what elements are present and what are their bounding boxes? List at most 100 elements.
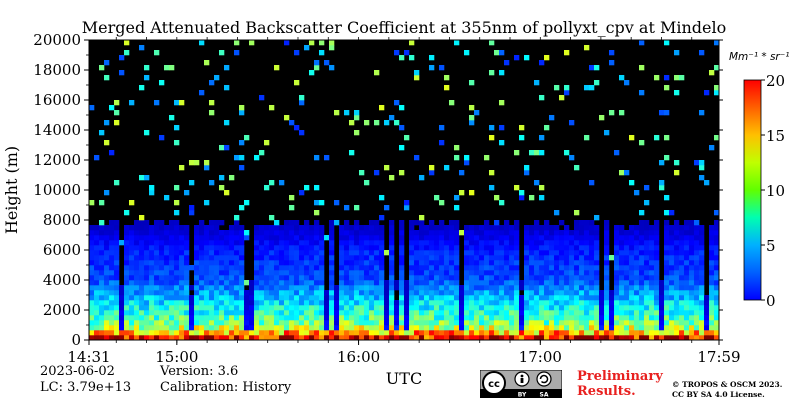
heatmap-cell	[554, 310, 560, 316]
heatmap-cell	[409, 315, 415, 321]
cc-license-badge[interactable]: cc BY SA	[480, 370, 562, 398]
heatmap-cell	[279, 240, 285, 246]
heatmap-cell	[359, 285, 365, 291]
heatmap-cell	[629, 335, 635, 340]
heatmap-cell	[469, 310, 475, 316]
heatmap-cell	[564, 245, 570, 251]
heatmap-cell	[284, 305, 290, 311]
heatmap-cell	[149, 330, 155, 336]
heatmap-cell	[544, 300, 550, 306]
heatmap-cell	[529, 275, 535, 281]
heatmap-cell	[144, 335, 150, 340]
heatmap-cell	[694, 250, 700, 256]
heatmap-cell	[234, 275, 240, 281]
heatmap-cell	[309, 235, 315, 241]
heatmap-cell	[294, 260, 300, 266]
heatmap-cell	[354, 110, 360, 116]
heatmap-cell	[239, 205, 245, 211]
heatmap-cell	[499, 100, 505, 106]
heatmap-cell	[689, 315, 695, 321]
y-tick-label: 18000	[33, 61, 81, 79]
heatmap-cell	[529, 260, 535, 266]
heatmap-cell	[589, 310, 595, 316]
heatmap-cell	[109, 320, 115, 326]
heatmap-cell	[354, 335, 360, 340]
heatmap-cell	[329, 305, 335, 311]
footer-date: 2023-06-02	[40, 364, 115, 379]
heatmap-cell	[399, 105, 405, 111]
heatmap-cell	[474, 240, 480, 246]
heatmap-cell	[259, 250, 265, 256]
heatmap-cell	[269, 105, 275, 111]
heatmap-cell	[354, 130, 360, 136]
heatmap-cell	[319, 320, 325, 326]
heatmap-cell	[584, 325, 590, 331]
heatmap-cell	[419, 295, 425, 301]
heatmap-cell	[399, 260, 405, 266]
heatmap-cell	[304, 185, 310, 191]
heatmap-cell	[434, 330, 440, 336]
heatmap-cell	[454, 195, 460, 201]
heatmap-cell	[674, 310, 680, 316]
heatmap-cell	[679, 285, 685, 291]
heatmap-cell	[249, 330, 255, 336]
heatmap-cell	[469, 120, 475, 126]
heatmap-cell	[429, 315, 435, 321]
heatmap-cell	[249, 310, 255, 316]
heatmap-cell	[199, 290, 205, 296]
heatmap-cell	[514, 150, 520, 156]
heatmap-cell	[244, 280, 250, 286]
heatmap-cell	[604, 285, 610, 291]
heatmap-cell	[274, 295, 280, 301]
heatmap-cell	[584, 315, 590, 321]
heatmap-cell	[184, 320, 190, 326]
heatmap-cell	[429, 230, 435, 236]
heatmap-cell	[434, 245, 440, 251]
heatmap-cell	[219, 185, 225, 191]
heatmap-cell	[664, 285, 670, 291]
heatmap-cell	[489, 310, 495, 316]
heatmap-cell	[379, 250, 385, 256]
heatmap-cell	[169, 275, 175, 281]
heatmap-cell	[539, 295, 545, 301]
heatmap-cell	[479, 295, 485, 301]
heatmap-cell	[649, 300, 655, 306]
heatmap-cell	[574, 165, 580, 171]
heatmap-cell	[369, 330, 375, 336]
heatmap-cell	[629, 235, 635, 241]
heatmap-cell	[139, 320, 145, 326]
heatmap-cell	[449, 290, 455, 296]
heatmap-cell	[619, 275, 625, 281]
heatmap-cell	[104, 315, 110, 321]
heatmap-cell	[654, 265, 660, 271]
heatmap-cell	[709, 315, 715, 321]
heatmap-cell	[409, 225, 415, 231]
heatmap-cell	[384, 325, 390, 331]
heatmap-cell	[454, 330, 460, 336]
heatmap-cell	[354, 320, 360, 326]
heatmap-cell	[519, 330, 525, 336]
heatmap-cell	[449, 225, 455, 231]
heatmap-cell	[424, 275, 430, 281]
heatmap-cell	[279, 300, 285, 306]
heatmap-cell	[234, 325, 240, 331]
heatmap-cell	[649, 310, 655, 316]
heatmap-cell	[614, 325, 620, 331]
heatmap-cell	[334, 305, 340, 311]
heatmap-cell	[314, 65, 320, 71]
heatmap-cell	[179, 315, 185, 321]
heatmap-cell	[374, 70, 380, 76]
heatmap-cell	[574, 285, 580, 291]
heatmap-cell	[429, 280, 435, 286]
heatmap-cell	[219, 275, 225, 281]
heatmap-cell	[199, 250, 205, 256]
heatmap-cell	[284, 280, 290, 286]
heatmap-cell	[459, 230, 465, 236]
heatmap-cell	[89, 245, 95, 251]
heatmap-cell	[189, 325, 195, 331]
heatmap-cell	[234, 50, 240, 56]
heatmap-cell	[419, 175, 425, 181]
heatmap-cell	[369, 290, 375, 296]
heatmap-cell	[309, 330, 315, 336]
heatmap-cell	[329, 40, 335, 46]
